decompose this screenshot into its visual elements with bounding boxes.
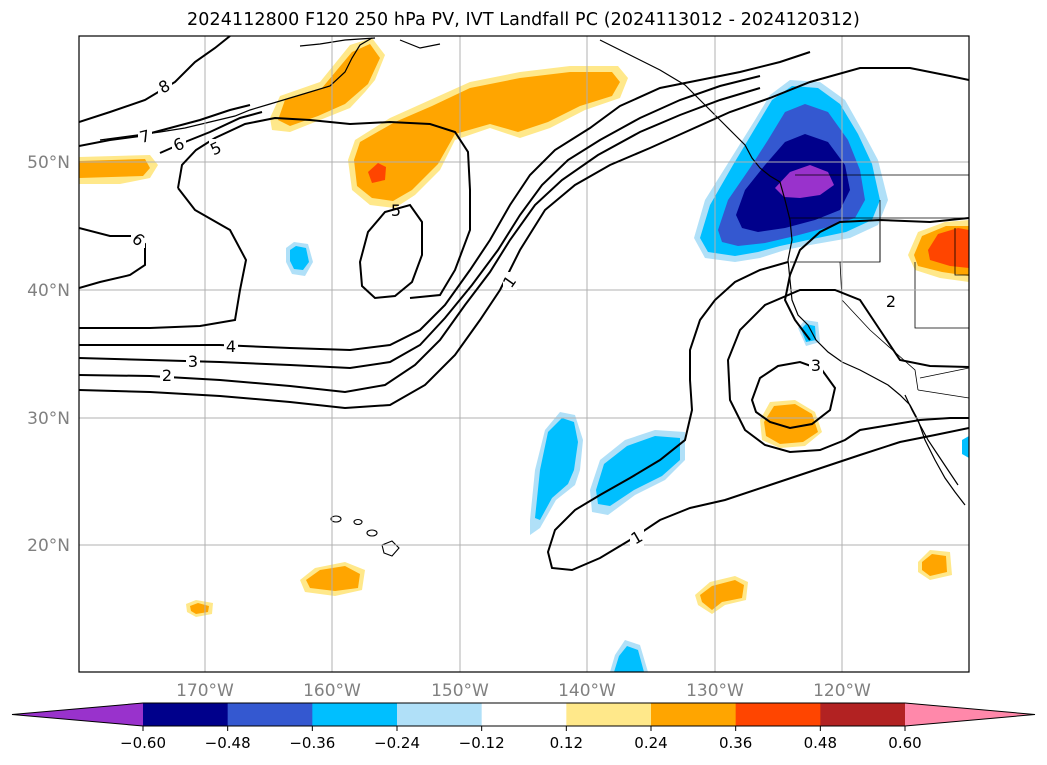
- colorbar-tick-label: 0.60: [888, 734, 921, 752]
- anomaly-negative: [596, 436, 680, 506]
- anomaly-positive: [928, 228, 969, 268]
- lon-tick-label: 120°W: [813, 681, 871, 701]
- colorbar-segment: [735, 703, 821, 726]
- colorbar-tick-label: 0.24: [634, 734, 667, 752]
- contour-line: [750, 360, 837, 430]
- contour-line: [79, 67, 969, 410]
- contour-line: [177, 116, 471, 299]
- contour-line: [783, 217, 969, 341]
- colorbar-tick-label: 0.36: [719, 734, 752, 752]
- colorbar: −0.60 −0.48 −0.36 −0.24 −0.12 0.12 0.24 0.36 0.4…: [11, 702, 1036, 752]
- anomaly-positive: [700, 580, 744, 610]
- colorbar-tick-label: −0.60: [120, 734, 166, 752]
- contour-label: 4: [226, 337, 236, 356]
- colorbar-segment: [481, 703, 567, 726]
- lat-tick-label: 40°N: [27, 281, 70, 301]
- contour-labels: 8 7 6 5 6 5 4 3 2 1 2 3 1: [128, 76, 898, 548]
- anomaly-negative: [775, 165, 834, 198]
- anomaly-negative: [535, 418, 578, 520]
- lon-tick-label: 170°W: [176, 681, 234, 701]
- lon-tick-label: 160°W: [303, 681, 361, 701]
- longitude-labels: 170°W 160°W 150°W 140°W 130°W 120°W: [176, 681, 871, 701]
- contour-line: [79, 104, 251, 147]
- chart-title: 2024112800 F120 250 hPa PV, IVT Landfall…: [187, 10, 860, 30]
- contour-label: 7: [137, 126, 152, 147]
- anomaly-positive: [368, 163, 386, 183]
- anomaly-negative: [290, 246, 309, 270]
- contour-label: 2: [162, 366, 172, 385]
- colorbar-tick-label: −0.24: [374, 734, 420, 752]
- anomaly-positive: [79, 159, 150, 178]
- colorbar-tick-label: 0.12: [550, 734, 583, 752]
- contour-label: 3: [811, 356, 821, 375]
- pv-contours: [79, 36, 969, 572]
- colorbar-tick-label: 0.48: [804, 734, 837, 752]
- anomaly-negative: [614, 646, 644, 672]
- contour-label: 2: [886, 292, 896, 311]
- contour-line: [726, 289, 969, 454]
- colorbar-tick-label: −0.36: [289, 734, 335, 752]
- colorbar-segment: [143, 703, 229, 726]
- colorbar-segment: [566, 703, 652, 726]
- anomaly-positive: [278, 44, 380, 126]
- gridlines: [79, 36, 969, 672]
- contour-line: [79, 227, 146, 289]
- lat-tick-label: 30°N: [27, 409, 70, 429]
- contour-line: [79, 187, 248, 329]
- colorbar-segment: [820, 703, 906, 726]
- latitude-labels: 50°N 40°N 30°N 20°N: [27, 153, 70, 556]
- contour-line: [79, 36, 231, 123]
- colorbar-extend-max: [905, 703, 1035, 726]
- lon-tick-label: 140°W: [558, 681, 616, 701]
- map-frame: [78, 35, 970, 673]
- contour-line: [79, 51, 811, 352]
- anomaly-positive: [922, 554, 947, 576]
- contour-line: [79, 87, 761, 394]
- anomaly-positive: [764, 404, 818, 444]
- contour-line: [358, 203, 423, 300]
- contour-label: 5: [391, 201, 401, 220]
- anomaly-positive: [306, 566, 360, 591]
- lat-tick-label: 20°N: [27, 536, 70, 556]
- contour-line: [79, 75, 761, 370]
- political-borders: [790, 174, 969, 399]
- lon-tick-label: 130°W: [686, 681, 744, 701]
- colorbar-tick-label: −0.12: [459, 734, 505, 752]
- coastlines: [99, 37, 966, 506]
- anomaly-positive: [354, 72, 620, 201]
- colorbar-tick-label: −0.48: [205, 734, 251, 752]
- colorbar-segment: [227, 703, 313, 726]
- lat-tick-label: 50°N: [27, 153, 70, 173]
- colorbar-extend-min: [12, 703, 143, 726]
- anomaly-negative: [962, 436, 969, 458]
- colorbar-segment: [397, 703, 483, 726]
- anomaly-positive: [190, 603, 209, 614]
- contour-line: [546, 261, 969, 572]
- lon-tick-label: 150°W: [431, 681, 489, 701]
- colorbar-segment: [312, 703, 398, 726]
- contour-label: 3: [188, 352, 198, 371]
- anomaly-negative: [801, 324, 816, 342]
- colorbar-segment: [651, 703, 737, 726]
- hawaii-islands: [330, 515, 400, 557]
